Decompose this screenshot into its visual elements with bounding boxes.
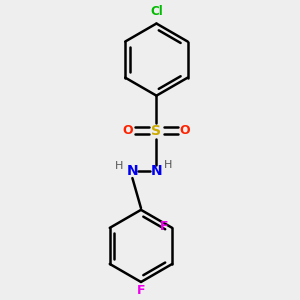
Text: Cl: Cl <box>150 4 163 17</box>
Text: N: N <box>151 164 162 178</box>
Text: S: S <box>152 124 161 138</box>
Text: H: H <box>115 161 123 171</box>
Text: N: N <box>127 164 138 178</box>
Text: O: O <box>179 124 190 137</box>
Text: F: F <box>159 220 168 233</box>
Text: O: O <box>123 124 134 137</box>
Text: F: F <box>137 284 145 297</box>
Text: H: H <box>164 160 172 170</box>
